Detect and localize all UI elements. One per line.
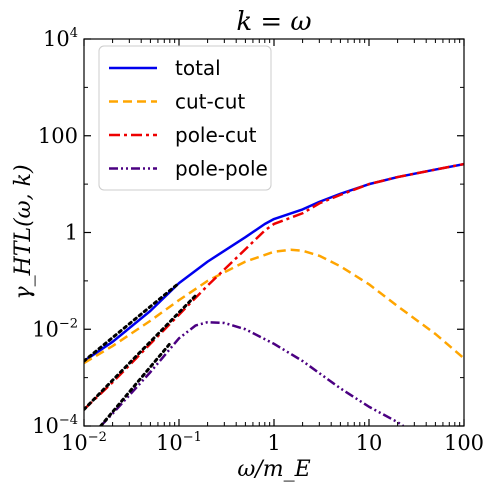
legend: total cut-cut pole-cut pole-pole [98, 45, 272, 191]
y-tick-label: 10−2 [32, 316, 78, 341]
y-tick-label: 104 [43, 26, 78, 51]
axis-ticks [83, 38, 465, 427]
y-tick-label: 10−4 [32, 413, 78, 438]
series-line-guide-5 [84, 293, 198, 411]
legend-label-pole-pole: pole-pole [175, 157, 268, 181]
plot-lines [84, 162, 464, 426]
series-line-pole-cut [84, 162, 464, 411]
y-tick-label: 1 [65, 221, 78, 245]
series-line-pole-pole [99, 320, 405, 426]
series-line-total [84, 162, 464, 363]
x-tick-label: 1 [267, 431, 280, 455]
x-axis-label: ω/m_E [237, 457, 310, 482]
series-line-guide-4 [84, 281, 181, 363]
legend-label-pole-cut: pole-cut [175, 123, 257, 147]
x-tick-label: 100 [444, 431, 484, 455]
legend-label-total: total [175, 56, 221, 80]
legend-box [98, 45, 272, 191]
y-axis-label: γ_HTL(ω, k) [11, 164, 36, 299]
chart-title: k = ω [236, 7, 311, 37]
x-tick-label: 10−2 [61, 430, 107, 455]
series-line-guide-6 [99, 342, 172, 426]
y-tick-label: 100 [38, 124, 78, 148]
x-tick-label: 10−1 [156, 430, 202, 455]
legend-label-cut-cut: cut-cut [175, 90, 245, 114]
x-tick-label: 10 [356, 431, 383, 455]
series-line-cut-cut [84, 248, 464, 365]
